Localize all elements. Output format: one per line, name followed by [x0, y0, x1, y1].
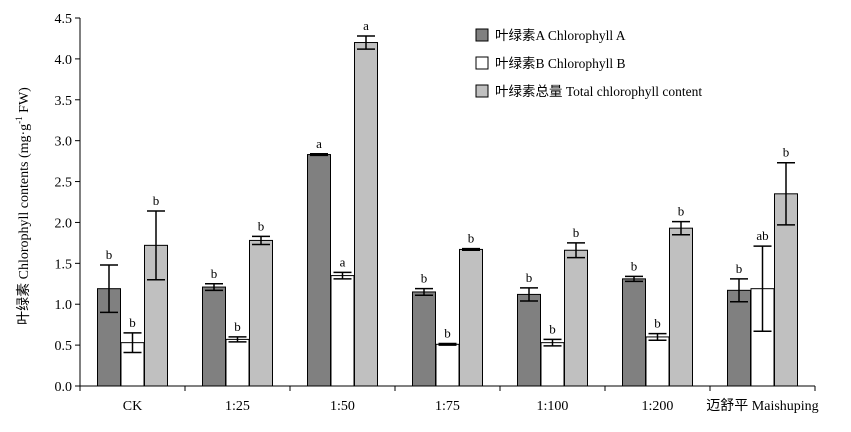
y-tick-label: 2.5: [55, 176, 73, 191]
bar: [459, 248, 483, 387]
significance-label: b: [736, 261, 743, 276]
significance-label: b: [526, 270, 533, 285]
bar: [354, 42, 378, 387]
legend-swatch: [475, 28, 489, 42]
significance-label: b: [631, 258, 638, 273]
x-category-label: CK: [123, 399, 142, 414]
significance-label: a: [363, 18, 369, 33]
significance-label: a: [316, 136, 322, 151]
significance-label: b: [468, 231, 475, 246]
x-category-label: 1:25: [225, 399, 250, 414]
significance-label: b: [211, 266, 218, 281]
axes: 0.0 0.5 1.0 1.5 2.0 2.5 3.0 3.5 4.0 4.5 CK 1:25 1:50…: [55, 12, 819, 414]
legend-swatch: [475, 56, 489, 70]
bar: [202, 286, 226, 387]
y-tick-label: 1.0: [55, 298, 73, 313]
y-tick-label: 3.5: [55, 94, 73, 109]
significance-label: b: [654, 316, 661, 331]
significance-label: ab: [756, 228, 768, 243]
bar: [412, 291, 436, 387]
bar: [727, 289, 751, 387]
bar: [330, 275, 355, 387]
y-tick-label: 0.5: [55, 339, 73, 354]
x-category-label: 迈舒平 Maishuping: [706, 398, 818, 414]
y-tick-label: 2.0: [55, 216, 73, 231]
bar: [540, 342, 565, 387]
y-tick-label: 4.0: [55, 53, 73, 68]
significance-label: b: [549, 321, 556, 336]
bar: [435, 343, 460, 387]
legend-label: 叶绿素B Chlorophyll B: [495, 56, 626, 71]
x-category-label: 1:100: [537, 399, 569, 414]
y-tick-label: 1.5: [55, 257, 73, 272]
x-category-label: 1:50: [330, 399, 355, 414]
bar: [225, 338, 250, 387]
significance-label: b: [153, 193, 160, 208]
significance-label: a: [340, 254, 346, 269]
y-tick-label: 3.0: [55, 135, 73, 150]
x-category-label: 1:200: [642, 399, 674, 414]
bar: [249, 239, 273, 387]
y-axis-title: 叶绿素 Chlorophyll contents (mg·g-1 FW): [14, 87, 32, 325]
y-tick-label: 4.5: [55, 12, 73, 27]
bar: [517, 293, 541, 387]
bar: [564, 249, 588, 387]
significance-label: b: [421, 271, 428, 286]
significance-label: b: [129, 315, 136, 330]
significance-label: b: [678, 204, 685, 219]
significance-label: b: [573, 225, 580, 240]
significance-label: b: [106, 247, 113, 262]
bar: [307, 154, 331, 387]
x-category-label: 1:75: [435, 399, 460, 414]
legend-swatch: [475, 84, 489, 98]
significance-label: b: [258, 218, 265, 233]
significance-label: b: [444, 325, 451, 340]
significance-label: b: [783, 145, 790, 160]
bar: [669, 227, 693, 387]
y-axis-title-superscript: -1: [14, 116, 24, 124]
significance-label: b: [234, 319, 241, 334]
bar: [622, 278, 646, 387]
legend: 叶绿素A Chlorophyll A 叶绿素B Chlorophyll B 叶绿素总…: [475, 28, 702, 99]
y-axis-title-end: FW): [17, 87, 32, 117]
legend-label: 叶绿素A Chlorophyll A: [495, 28, 626, 43]
legend-label: 叶绿素总量 Total chlorophyll content: [495, 84, 702, 99]
y-tick-label: 0.0: [55, 380, 73, 395]
bar: [645, 336, 670, 387]
